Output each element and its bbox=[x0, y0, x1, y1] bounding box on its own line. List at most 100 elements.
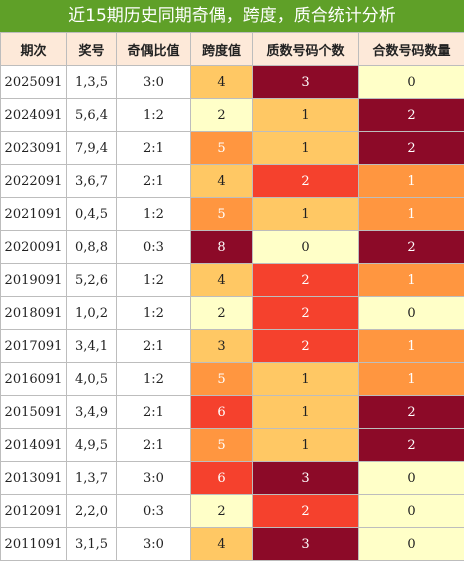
odd-even-cell: 0:3 bbox=[116, 494, 191, 528]
table-row: 2011091 3,1,5 3:0 4 3 0 bbox=[0, 527, 464, 561]
prime-count-cell: 1 bbox=[252, 362, 359, 396]
composite-count-cell: 2 bbox=[358, 395, 464, 429]
odd-even-cell: 0:3 bbox=[116, 230, 191, 264]
prime-count-cell: 2 bbox=[252, 329, 359, 363]
prime-count-cell: 1 bbox=[252, 131, 359, 165]
span-cell: 4 bbox=[190, 164, 253, 198]
composite-count-cell: 1 bbox=[358, 329, 464, 363]
period-cell: 2022091 bbox=[0, 164, 67, 198]
number-cell: 3,1,5 bbox=[66, 527, 117, 561]
odd-even-cell: 1:2 bbox=[116, 197, 191, 231]
table-row: 2016091 4,0,5 1:2 5 1 1 bbox=[0, 362, 464, 396]
odd-even-cell: 2:1 bbox=[116, 428, 191, 462]
prime-count-cell: 2 bbox=[252, 263, 359, 297]
prime-count-cell: 0 bbox=[252, 230, 359, 264]
composite-count-cell: 1 bbox=[358, 263, 464, 297]
odd-even-cell: 3:0 bbox=[116, 65, 191, 99]
table-row: 2012091 2,2,0 0:3 2 2 0 bbox=[0, 494, 464, 528]
header-odd-even: 奇偶比值 bbox=[116, 32, 191, 66]
number-cell: 1,3,7 bbox=[66, 461, 117, 495]
span-cell: 5 bbox=[190, 362, 253, 396]
period-cell: 2019091 bbox=[0, 263, 67, 297]
number-cell: 3,6,7 bbox=[66, 164, 117, 198]
span-cell: 5 bbox=[190, 131, 253, 165]
span-cell: 2 bbox=[190, 296, 253, 330]
period-cell: 2015091 bbox=[0, 395, 67, 429]
span-cell: 5 bbox=[190, 197, 253, 231]
table-row: 2019091 5,2,6 1:2 4 2 1 bbox=[0, 263, 464, 297]
table-row: 2014091 4,9,5 2:1 5 1 2 bbox=[0, 428, 464, 462]
prime-count-cell: 1 bbox=[252, 395, 359, 429]
composite-count-cell: 2 bbox=[358, 428, 464, 462]
period-cell: 2018091 bbox=[0, 296, 67, 330]
number-cell: 2,2,0 bbox=[66, 494, 117, 528]
number-cell: 0,4,5 bbox=[66, 197, 117, 231]
period-cell: 2013091 bbox=[0, 461, 67, 495]
composite-count-cell: 0 bbox=[358, 296, 464, 330]
composite-count-cell: 1 bbox=[358, 164, 464, 198]
number-cell: 7,9,4 bbox=[66, 131, 117, 165]
number-cell: 3,4,9 bbox=[66, 395, 117, 429]
table-row: 2013091 1,3,7 3:0 6 3 0 bbox=[0, 461, 464, 495]
prime-count-cell: 2 bbox=[252, 494, 359, 528]
odd-even-cell: 3:0 bbox=[116, 461, 191, 495]
period-cell: 2020091 bbox=[0, 230, 67, 264]
page-title: 近15期历史同期奇偶，跨度，质合统计分析 bbox=[0, 0, 464, 32]
number-cell: 1,0,2 bbox=[66, 296, 117, 330]
span-cell: 3 bbox=[190, 329, 253, 363]
span-cell: 4 bbox=[190, 263, 253, 297]
period-cell: 2025091 bbox=[0, 65, 67, 99]
span-cell: 6 bbox=[190, 461, 253, 495]
table-row: 2021091 0,4,5 1:2 5 1 1 bbox=[0, 197, 464, 231]
span-cell: 8 bbox=[190, 230, 253, 264]
table-row: 2017091 3,4,1 2:1 3 2 1 bbox=[0, 329, 464, 363]
composite-count-cell: 1 bbox=[358, 197, 464, 231]
table-row: 2018091 1,0,2 1:2 2 2 0 bbox=[0, 296, 464, 330]
history-table: 期次 奖号 奇偶比值 跨度值 质数号码个数 合数号码数量 2025091 1,3,… bbox=[0, 32, 464, 561]
period-cell: 2021091 bbox=[0, 197, 67, 231]
composite-count-cell: 1 bbox=[358, 362, 464, 396]
period-cell: 2023091 bbox=[0, 131, 67, 165]
odd-even-cell: 1:2 bbox=[116, 296, 191, 330]
period-cell: 2024091 bbox=[0, 98, 67, 132]
table-row: 2023091 7,9,4 2:1 5 1 2 bbox=[0, 131, 464, 165]
period-cell: 2012091 bbox=[0, 494, 67, 528]
prime-count-cell: 1 bbox=[252, 197, 359, 231]
period-cell: 2016091 bbox=[0, 362, 67, 396]
odd-even-cell: 1:2 bbox=[116, 263, 191, 297]
number-cell: 5,6,4 bbox=[66, 98, 117, 132]
span-cell: 4 bbox=[190, 527, 253, 561]
prime-count-cell: 3 bbox=[252, 65, 359, 99]
table-row: 2022091 3,6,7 2:1 4 2 1 bbox=[0, 164, 464, 198]
table-row: 2020091 0,8,8 0:3 8 0 2 bbox=[0, 230, 464, 264]
prime-count-cell: 1 bbox=[252, 428, 359, 462]
prime-count-cell: 2 bbox=[252, 296, 359, 330]
odd-even-cell: 2:1 bbox=[116, 395, 191, 429]
header-span: 跨度值 bbox=[190, 32, 253, 66]
header-composite-count: 合数号码数量 bbox=[358, 32, 464, 66]
odd-even-cell: 1:2 bbox=[116, 362, 191, 396]
period-cell: 2011091 bbox=[0, 527, 67, 561]
prime-count-cell: 1 bbox=[252, 98, 359, 132]
composite-count-cell: 0 bbox=[358, 461, 464, 495]
period-cell: 2014091 bbox=[0, 428, 67, 462]
header-number: 奖号 bbox=[66, 32, 117, 66]
table-row: 2015091 3,4,9 2:1 6 1 2 bbox=[0, 395, 464, 429]
composite-count-cell: 0 bbox=[358, 494, 464, 528]
number-cell: 0,8,8 bbox=[66, 230, 117, 264]
number-cell: 1,3,5 bbox=[66, 65, 117, 99]
number-cell: 4,9,5 bbox=[66, 428, 117, 462]
composite-count-cell: 0 bbox=[358, 527, 464, 561]
number-cell: 3,4,1 bbox=[66, 329, 117, 363]
composite-count-cell: 2 bbox=[358, 131, 464, 165]
composite-count-cell: 0 bbox=[358, 65, 464, 99]
table-body: 2025091 1,3,5 3:0 4 3 0 2024091 5,6,4 1:2 2 1 2 2023… bbox=[0, 65, 464, 561]
header-row: 期次 奖号 奇偶比值 跨度值 质数号码个数 合数号码数量 bbox=[0, 32, 464, 66]
odd-even-cell: 2:1 bbox=[116, 329, 191, 363]
span-cell: 5 bbox=[190, 428, 253, 462]
odd-even-cell: 1:2 bbox=[116, 98, 191, 132]
table-row: 2025091 1,3,5 3:0 4 3 0 bbox=[0, 65, 464, 99]
number-cell: 5,2,6 bbox=[66, 263, 117, 297]
odd-even-cell: 2:1 bbox=[116, 131, 191, 165]
